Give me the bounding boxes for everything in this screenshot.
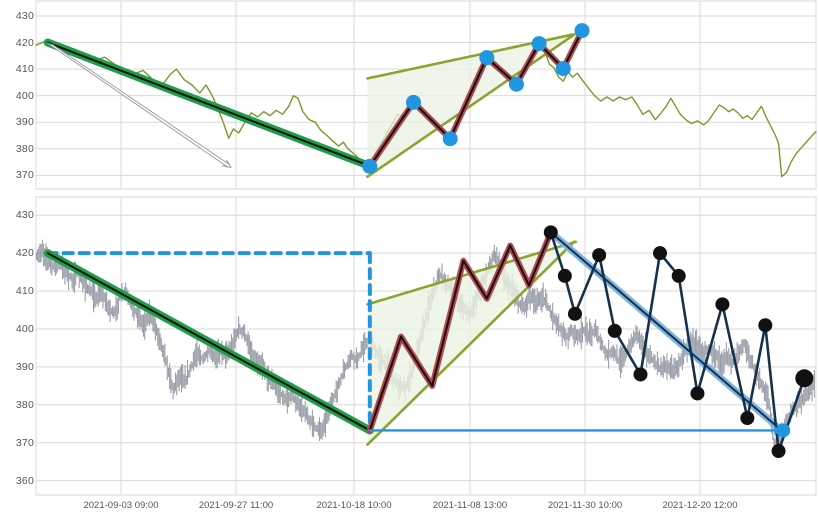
bottom-pivot-dot [543,225,558,240]
y-tick-label: 410 [15,63,34,76]
bottom-zigzag-up-core [368,231,552,432]
bottom-wedge-fill [367,241,576,445]
x-tick-label: 2021-10-18 10:00 [316,500,392,511]
bottom-chart-y-axis: 430 420 410 400 390 380 370 360 [0,196,34,520]
top-pivot-dot [574,23,590,39]
y-tick-label: 400 [15,322,34,335]
bottom-pivot-dot [715,297,730,312]
bottom-pivot-dot [671,268,686,283]
y-tick-label: 420 [15,247,34,260]
x-tick-label: 2021-09-27 11:00 [198,500,274,511]
y-tick-label: 420 [15,36,34,49]
bottom-pivot-dot [633,367,648,382]
y-tick-label: 430 [15,209,34,222]
y-tick-label: 390 [15,360,34,373]
y-tick-label: 380 [15,398,34,411]
top-pivot-dot [479,50,495,66]
bottom-pivot-dot [758,318,773,333]
bottom-wedge-lower-line [366,240,576,446]
y-tick-label: 410 [15,285,34,298]
x-tick-label: 2021-12-20 12:00 [662,500,738,511]
x-tick-label: 2021-11-08 13:00 [432,500,508,511]
top-chart-canvas [35,0,817,190]
bottom-pivot-dot [557,268,572,283]
bottom-pivot-dot [740,411,755,426]
top-pivot-dot [508,76,524,92]
bottom-pivot-dot [653,246,667,261]
y-tick-label: 380 [15,142,34,155]
bottom-pivot-dot [771,444,786,459]
y-tick-label: 370 [15,436,34,449]
x-axis-labels: 2021-09-03 09:00 2021-09-27 11:00 2021-10-… [0,496,819,518]
bottom-price-bars [35,239,815,455]
bottom-pivot-dot [795,369,814,388]
top-chart-y-axis: 430 420 410 400 390 380 370 [0,0,34,192]
top-downtrend-core [46,41,371,168]
bottom-zigzag-down-line [549,230,806,453]
y-tick-label: 430 [15,9,34,22]
bottom-downtrend-core [46,252,371,432]
top-pivot-dot [362,158,378,174]
bottom-chart-canvas [35,196,817,496]
top-wedge-lower-line [366,33,576,179]
bottom-pivot-dot [567,306,582,321]
top-pivot-dot [555,61,571,77]
top-pivot-dot [406,94,422,110]
x-tick-label: 2021-09-03 09:00 [83,500,159,511]
x-tick-label: 2021-11-30 10:00 [547,500,623,511]
bottom-detail-chart-panel: 430 420 410 400 390 380 370 360 [0,196,819,520]
top-pivot-dot [442,131,458,147]
y-tick-label: 370 [15,169,34,182]
y-tick-label: 360 [15,474,34,487]
target-hit-marker [776,423,791,438]
bottom-pivot-dot [607,323,622,338]
top-pivot-dot [531,36,547,52]
bottom-pivot-dot [592,248,607,263]
y-tick-label: 400 [15,89,34,102]
bottom-pivot-dot [690,386,705,401]
projected-downtrend-core [549,231,786,435]
y-tick-label: 390 [15,116,34,129]
top-projection-arrow-icon [46,42,232,169]
top-overview-chart-panel: 430 420 410 400 390 380 370 [0,0,819,192]
